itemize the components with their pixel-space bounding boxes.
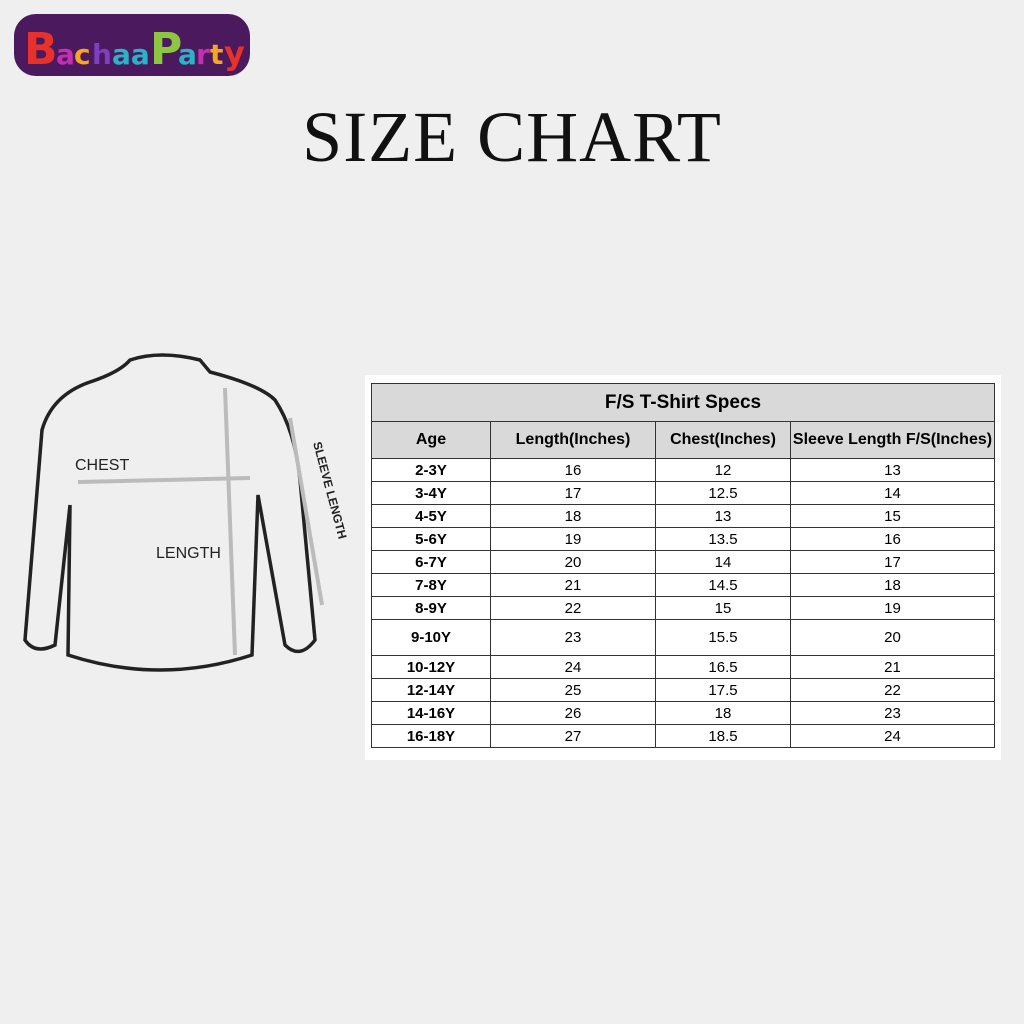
shirt-diagram: CHEST LENGTH SLEEVE LENGTH — [23, 353, 350, 672]
table-row: 4-5Y 18 13 15 — [371, 504, 995, 528]
svg-text:r: r — [196, 38, 210, 71]
cell-sleeve: 22 — [790, 678, 995, 702]
cell-sleeve: 14 — [790, 481, 995, 505]
cell-chest: 13.5 — [655, 527, 791, 551]
svg-text:y: y — [224, 34, 245, 72]
svg-text:a: a — [56, 38, 75, 71]
cell-chest: 14.5 — [655, 573, 791, 597]
cell-chest: 12.5 — [655, 481, 791, 505]
brand-logo: B a c h aa P a r t y — [14, 14, 250, 76]
cell-age: 7-8Y — [371, 573, 491, 597]
cell-sleeve: 17 — [790, 550, 995, 574]
svg-text:aa: aa — [112, 38, 150, 71]
cell-sleeve: 24 — [790, 724, 995, 748]
cell-length: 27 — [490, 724, 656, 748]
table-row: 6-7Y 20 14 17 — [371, 550, 995, 574]
table-row: 3-4Y 17 12.5 14 — [371, 481, 995, 505]
cell-chest: 15 — [655, 596, 791, 620]
cell-length: 18 — [490, 504, 656, 528]
table-row: 7-8Y 21 14.5 18 — [371, 573, 995, 597]
cell-length: 20 — [490, 550, 656, 574]
cell-length: 19 — [490, 527, 656, 551]
header-length: Length(Inches) — [490, 421, 656, 459]
cell-length: 23 — [490, 619, 656, 656]
svg-text:P: P — [150, 24, 182, 75]
table-title: F/S T-Shirt Specs — [371, 383, 995, 422]
length-label: LENGTH — [156, 545, 221, 562]
cell-length: 24 — [490, 655, 656, 679]
cell-sleeve: 19 — [790, 596, 995, 620]
cell-length: 25 — [490, 678, 656, 702]
cell-age: 2-3Y — [371, 458, 491, 482]
cell-chest: 14 — [655, 550, 791, 574]
cell-length: 26 — [490, 701, 656, 725]
chest-label: CHEST — [75, 457, 129, 474]
table-row: 12-14Y 25 17.5 22 — [371, 678, 995, 702]
cell-age: 12-14Y — [371, 678, 491, 702]
table-row: 9-10Y 23 15.5 20 — [371, 619, 995, 656]
table-row: 16-18Y 27 18.5 24 — [371, 724, 995, 748]
cell-age: 4-5Y — [371, 504, 491, 528]
size-table-container: F/S T-Shirt Specs Age Length(Inches) Che… — [365, 375, 1001, 760]
cell-age: 14-16Y — [371, 701, 491, 725]
size-table: F/S T-Shirt Specs Age Length(Inches) Che… — [371, 383, 995, 748]
page-title: SIZE CHART — [302, 97, 722, 177]
cell-sleeve: 15 — [790, 504, 995, 528]
cell-chest: 18.5 — [655, 724, 791, 748]
cell-length: 17 — [490, 481, 656, 505]
cell-age: 10-12Y — [371, 655, 491, 679]
cell-sleeve: 21 — [790, 655, 995, 679]
header-age: Age — [371, 421, 491, 459]
table-row: 5-6Y 19 13.5 16 — [371, 527, 995, 551]
cell-age: 16-18Y — [371, 724, 491, 748]
cell-sleeve: 18 — [790, 573, 995, 597]
svg-text:h: h — [92, 38, 112, 71]
table-row: 10-12Y 24 16.5 21 — [371, 655, 995, 679]
svg-text:a: a — [178, 38, 197, 71]
cell-chest: 18 — [655, 701, 791, 725]
cell-length: 21 — [490, 573, 656, 597]
cell-chest: 12 — [655, 458, 791, 482]
cell-chest: 13 — [655, 504, 791, 528]
table-row: 2-3Y 16 12 13 — [371, 458, 995, 482]
svg-text:t: t — [210, 38, 223, 71]
cell-age: 3-4Y — [371, 481, 491, 505]
cell-length: 16 — [490, 458, 656, 482]
cell-sleeve: 13 — [790, 458, 995, 482]
cell-chest: 16.5 — [655, 655, 791, 679]
cell-age: 6-7Y — [371, 550, 491, 574]
cell-chest: 15.5 — [655, 619, 791, 656]
svg-text:c: c — [74, 38, 91, 71]
cell-sleeve: 20 — [790, 619, 995, 656]
cell-sleeve: 16 — [790, 527, 995, 551]
cell-length: 22 — [490, 596, 656, 620]
header-chest: Chest(Inches) — [655, 421, 791, 459]
cell-age: 5-6Y — [371, 527, 491, 551]
cell-age: 8-9Y — [371, 596, 491, 620]
svg-text:B: B — [24, 24, 58, 75]
header-sleeve: Sleeve Length F/S(Inches) — [790, 421, 995, 459]
table-row: 14-16Y 26 18 23 — [371, 701, 995, 725]
cell-chest: 17.5 — [655, 678, 791, 702]
cell-sleeve: 23 — [790, 701, 995, 725]
table-row: 8-9Y 22 15 19 — [371, 596, 995, 620]
cell-age: 9-10Y — [371, 619, 491, 656]
sleeve-label: SLEEVE LENGTH — [310, 440, 349, 540]
